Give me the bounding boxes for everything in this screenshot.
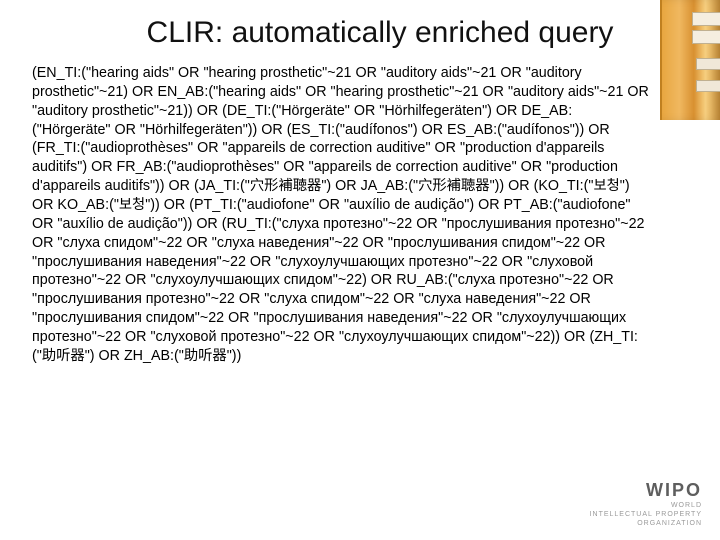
page-title: CLIR: automatically enriched query — [0, 16, 720, 50]
query-body-text: (EN_TI:("hearing aids" OR "hearing prost… — [32, 64, 650, 366]
wipo-logo: WIPO WORLD INTELLECTUAL PROPERTY ORGANIZ… — [590, 480, 702, 528]
wipo-brand: WIPO — [590, 480, 702, 501]
wipo-subline-2: INTELLECTUAL PROPERTY — [590, 510, 702, 519]
wipo-subline-3: ORGANIZATION — [590, 519, 702, 528]
wipo-subline-1: WORLD — [590, 501, 702, 510]
book-tab — [696, 80, 720, 92]
book-tab — [696, 58, 720, 70]
